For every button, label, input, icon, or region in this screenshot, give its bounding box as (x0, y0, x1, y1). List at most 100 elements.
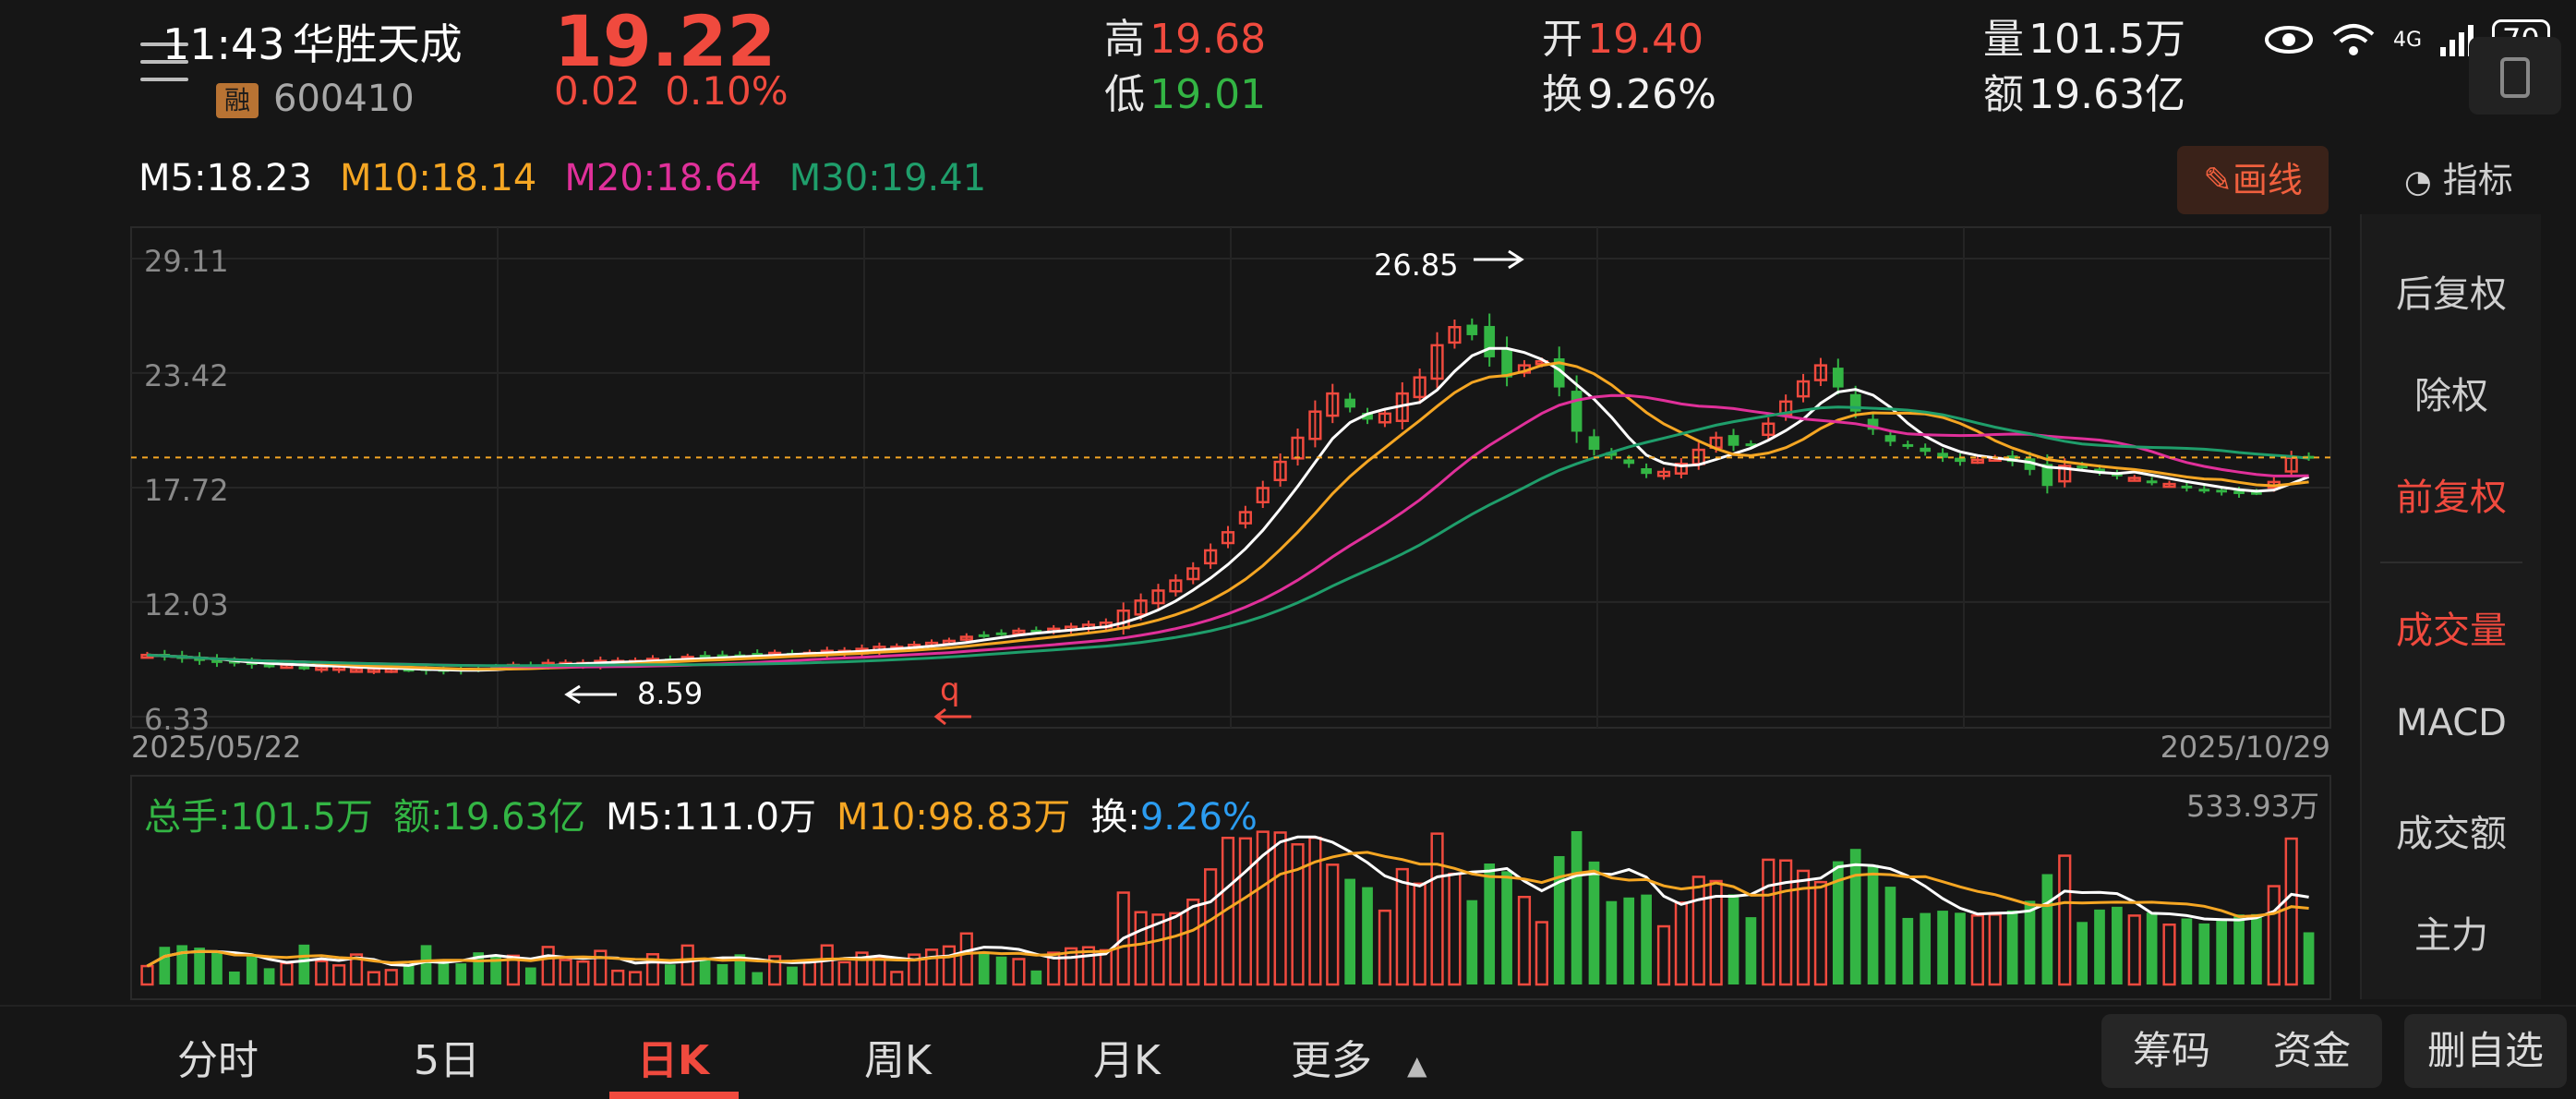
tab-week-k[interactable]: 周K (864, 1037, 932, 1084)
draw-line-button[interactable]: ✎画线 (2177, 146, 2329, 214)
candle-body (1606, 452, 1618, 456)
volume-bar (280, 961, 294, 986)
remove-favorite-button[interactable]: 删自选 (2404, 1014, 2567, 1088)
high-marker: 26.85 (1374, 248, 1459, 283)
volume-bar (332, 964, 346, 986)
candle-body (2094, 468, 2105, 473)
volume-bar (2076, 922, 2088, 984)
candle-body (1448, 325, 1462, 344)
volume-bar (1030, 970, 1042, 984)
candle-body (1832, 368, 1844, 388)
funds-button[interactable]: 资金 (2272, 1028, 2351, 1073)
rp-back-adjust[interactable]: 后复权 (2396, 273, 2507, 316)
rp-amount[interactable]: 成交额 (2396, 813, 2507, 855)
volume-bar (802, 960, 816, 986)
volume-bar (908, 953, 921, 986)
volume-bar (924, 948, 939, 986)
volume-bar (298, 944, 310, 984)
candle-body (2181, 485, 2193, 489)
candle-body (298, 666, 310, 670)
volume-bar (787, 966, 798, 984)
volume-bar (1867, 864, 1879, 984)
tab-fenshi[interactable]: 分时 (177, 1037, 259, 1084)
tab-5day[interactable]: 5日 (414, 1037, 480, 1084)
volume-bar (2146, 912, 2158, 984)
volume-bar (1064, 947, 1078, 986)
volume-bar (559, 959, 572, 986)
candle-body (2198, 489, 2210, 492)
volume-bar (1849, 849, 1861, 984)
candle-body (228, 660, 240, 664)
candle-body (1571, 391, 1583, 432)
candle-body (403, 669, 415, 672)
ma5-line (147, 346, 2310, 672)
candle-body (2024, 458, 2036, 470)
candle-body (2162, 482, 2176, 489)
rp-forward-adjust[interactable]: 前复权 (2396, 477, 2507, 519)
kline-chart[interactable]: 29.11 23.42 17.72 12.03 6.33 26.85 8.59 q 20… (0, 0, 2360, 1005)
rp-macd[interactable]: MACD (2396, 702, 2507, 744)
candle-body (2058, 465, 2072, 483)
volume-bar (1238, 837, 1252, 986)
volume-bar (2112, 906, 2123, 984)
indicator-button[interactable]: ◔ 指标 (2404, 160, 2513, 200)
low-marker: 8.59 (637, 676, 703, 711)
volume-bar (837, 960, 851, 986)
candle-body (1813, 364, 1828, 381)
vol-ma5-line (146, 835, 2309, 968)
tab-day-k[interactable]: 日K (637, 1037, 710, 1084)
menu-icon[interactable] (140, 42, 194, 85)
tab-more[interactable]: 更多 ▲ (1291, 1037, 1427, 1084)
expand-button[interactable] (2469, 37, 2561, 115)
volume-bar (873, 956, 886, 986)
volume-bar (1047, 951, 1061, 986)
volume-bar (403, 965, 415, 984)
volume-bar (455, 963, 467, 984)
volume-bar (1796, 869, 1811, 986)
rp-main-force[interactable]: 主力 (2414, 914, 2488, 957)
volume-bar (1291, 843, 1305, 986)
vol-m5: M5:111.0万 (606, 796, 816, 839)
y-tick-label: 12.03 (144, 587, 229, 622)
ma20-label: M20:18.64 (564, 157, 762, 199)
volume-max-label: 533.93万 (2186, 789, 2319, 824)
volume-bar (855, 951, 869, 986)
volume-bar (228, 971, 240, 984)
volume-bar (2127, 914, 2141, 986)
tab-month-k[interactable]: 月K (1093, 1037, 1161, 1084)
volume-bar (211, 952, 223, 984)
low-quote: 低 19.01 (1104, 71, 1267, 118)
turnover-quote: 换 9.26% (1542, 71, 1716, 118)
candle-body (716, 654, 728, 658)
volume-bar (1988, 913, 2002, 986)
candle-body (1430, 344, 1444, 380)
chips-button[interactable]: 筹码 (2132, 1028, 2210, 1073)
volume-bar (716, 963, 728, 984)
volume-bar (176, 945, 188, 984)
volume-bar (611, 969, 625, 986)
y-tick-label: 17.72 (144, 473, 229, 508)
ma10-label: M10:18.14 (339, 157, 537, 199)
volume-bar (1484, 864, 1496, 984)
volume-bar (2233, 914, 2245, 984)
candle-body (1796, 380, 1811, 398)
volume-bar (1779, 859, 1793, 986)
vol-turnover: 换:9.26% (1090, 796, 1258, 839)
volume-bar (1169, 912, 1183, 986)
candle-body (1553, 357, 1565, 388)
candle-body (1204, 549, 1218, 565)
candle-body (1169, 579, 1183, 593)
candle-body (1273, 460, 1287, 481)
rp-volume[interactable]: 成交量 (2396, 610, 2507, 652)
volume-bar (768, 955, 782, 986)
rp-ex-rights[interactable]: 除权 (2414, 375, 2488, 417)
volume-bar (1430, 832, 1444, 986)
candle-body (1186, 567, 1200, 581)
candle-body (1884, 435, 1896, 442)
vol-total: 总手:101.5万 (144, 796, 373, 839)
candle-body (1902, 443, 1914, 447)
vol-amount: 额:19.63亿 (393, 796, 585, 839)
volume-bar (1553, 855, 1565, 984)
active-tab-underline (609, 1092, 739, 1099)
candle-body (1238, 511, 1252, 525)
